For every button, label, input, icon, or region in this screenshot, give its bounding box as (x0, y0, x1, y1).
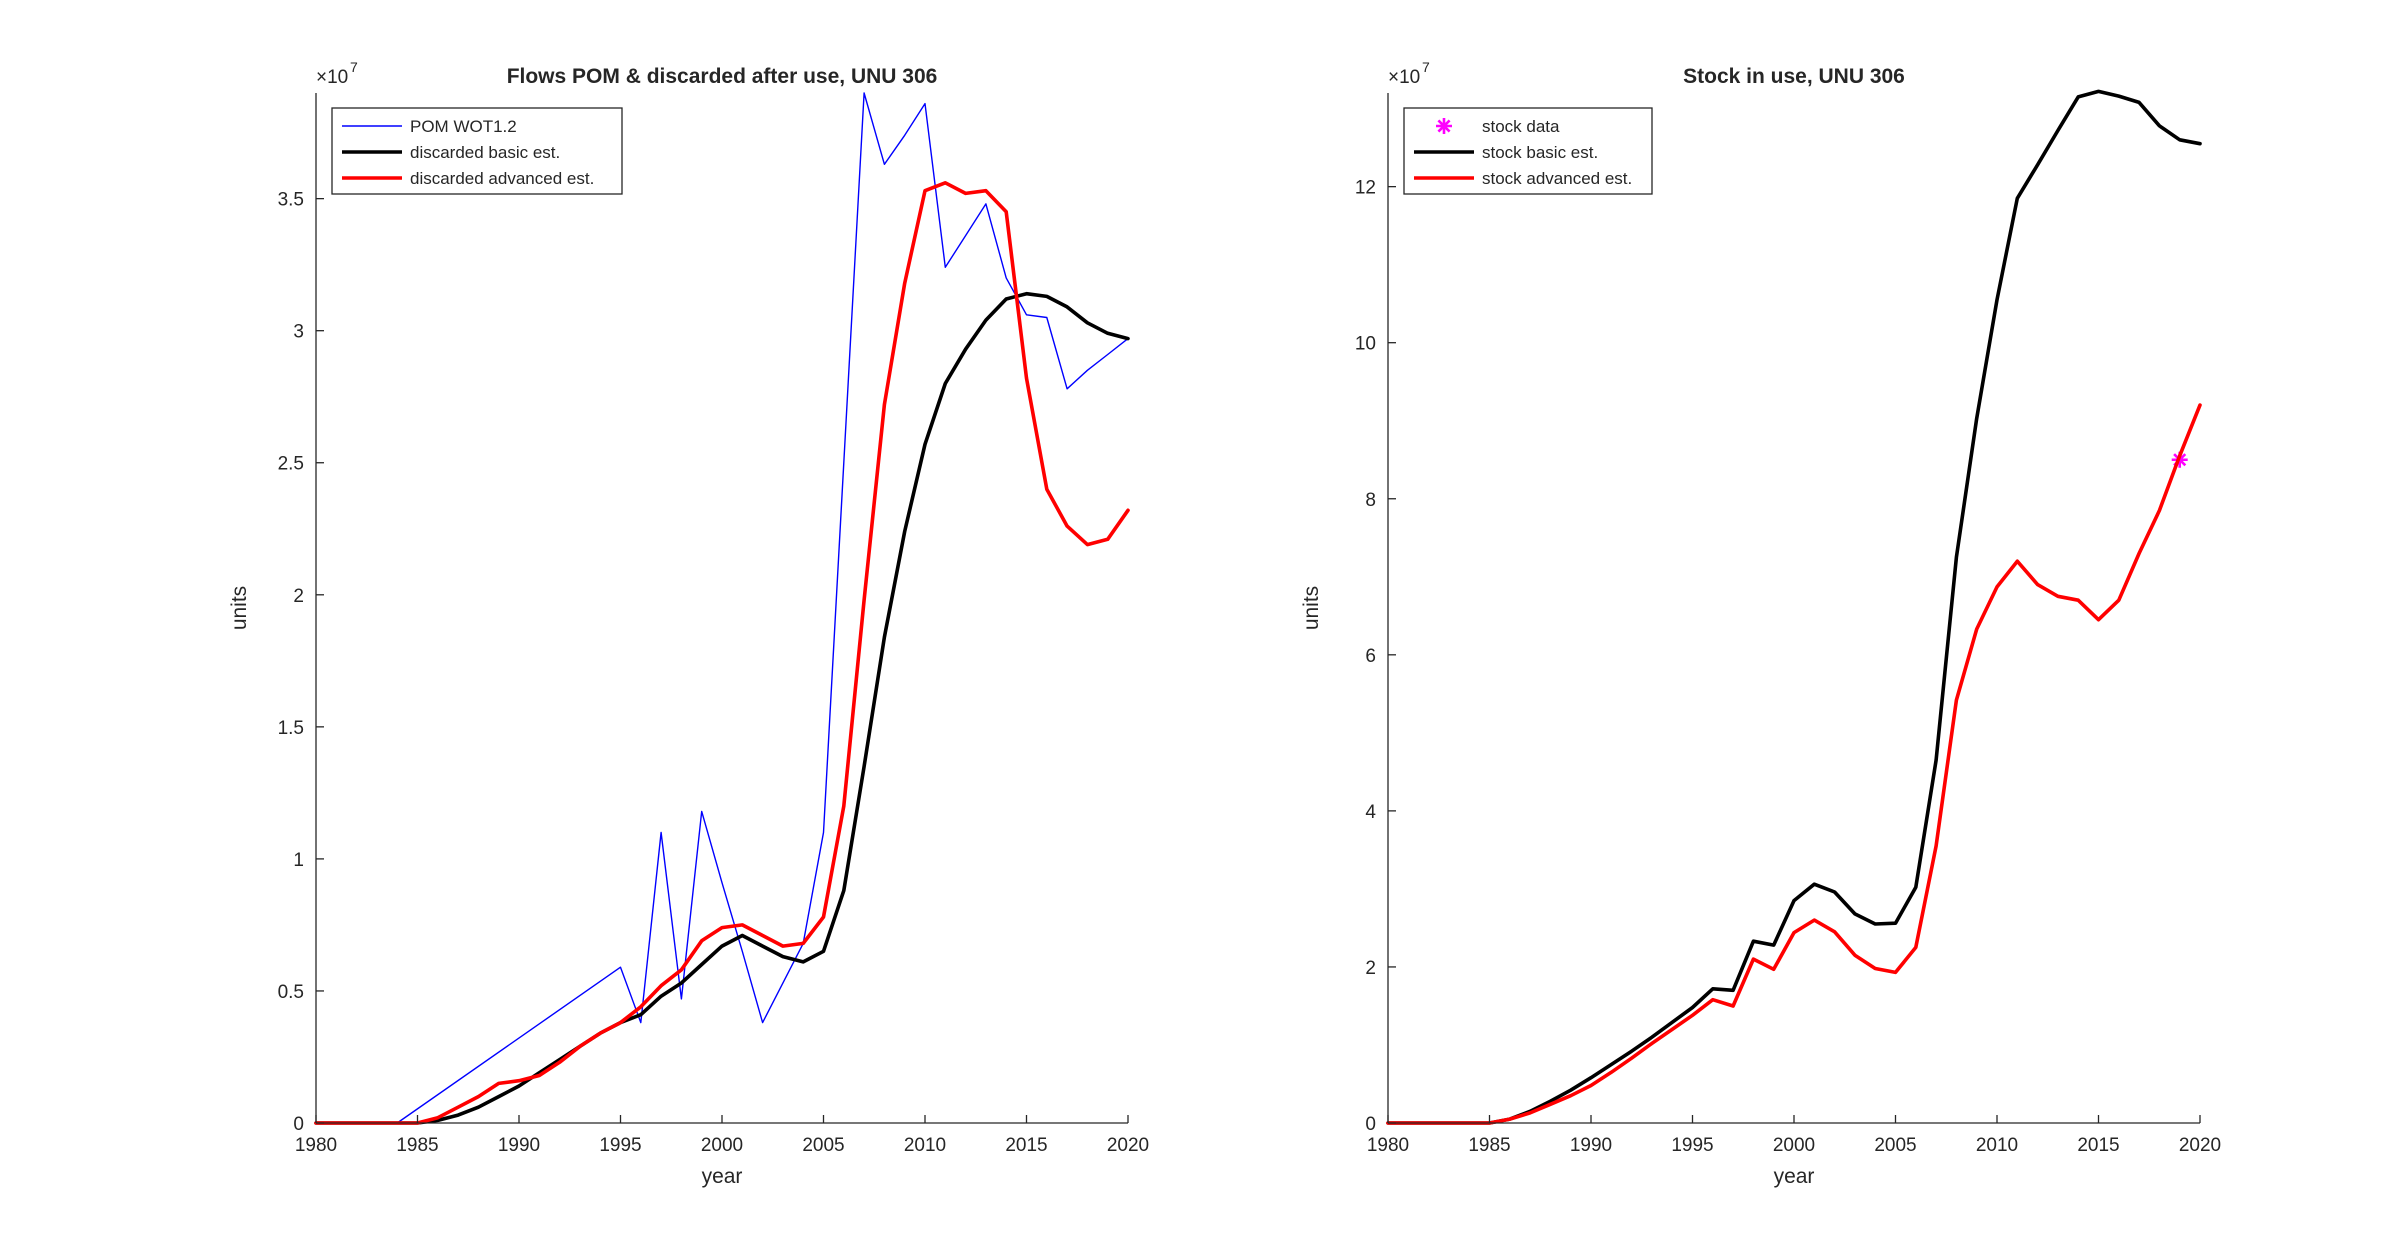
x-tick-label: 1995 (1671, 1135, 1713, 1156)
y-tick-label: 8 (1365, 490, 1376, 511)
y-tick-label: 3.5 (278, 190, 304, 211)
y-tick-label: 1 (293, 850, 304, 871)
x-tick-label: 1995 (599, 1135, 641, 1156)
x-tick-label: 2010 (1976, 1135, 2018, 1156)
chart-title: Flows POM & discarded after use, UNU 306 (507, 65, 938, 88)
y-tick-label: 0.5 (278, 982, 304, 1003)
legend-entry: discarded basic est. (410, 143, 560, 162)
y-tick-label: 10 (1355, 334, 1376, 355)
series-line-3 (314, 181, 1130, 1125)
x-tick-label: 2015 (1005, 1135, 1047, 1156)
y-tick-label: 4 (1365, 802, 1376, 823)
legend-entry: stock data (1482, 117, 1560, 136)
x-tick-label: 2010 (904, 1135, 946, 1156)
legend: POM WOT1.2 discarded basic est. discarded … (331, 107, 623, 195)
y-tick-label: 2 (1365, 958, 1376, 979)
exponent-label: ×10 (1388, 67, 1420, 88)
y-tick-label: 2 (293, 586, 304, 607)
series-line-2 (1386, 89, 2202, 1125)
x-tick-label: 1980 (1367, 1135, 1409, 1156)
exponent-power: 7 (1422, 59, 1430, 75)
y-tick-label: 0 (293, 1114, 304, 1135)
x-tick-label: 1990 (1570, 1135, 1612, 1156)
x-tick-label: 1990 (498, 1135, 540, 1156)
x-axis-label: year (702, 1165, 743, 1188)
x-tick-label: 2005 (1874, 1135, 1916, 1156)
chart-1: 1980 1985 1990 1995 2000 2005 2010 2015 2020 0 0.5… (228, 59, 1149, 1188)
plot-area (1388, 93, 2200, 1123)
x-tick-label: 1985 (1468, 1135, 1510, 1156)
y-tick-label: 0 (1365, 1114, 1376, 1135)
x-tick-label: 2000 (701, 1135, 743, 1156)
y-tick-label: 1.5 (278, 718, 304, 739)
y-tick-label: 3 (293, 322, 304, 343)
legend-entry: discarded advanced est. (410, 169, 594, 188)
x-tick-label: 1980 (295, 1135, 337, 1156)
x-tick-label: 2020 (2179, 1135, 2221, 1156)
series-line-3 (1386, 403, 2202, 1125)
legend-marker (1436, 118, 1452, 134)
x-tick-label: 2020 (1107, 1135, 1149, 1156)
exponent-label: ×10 (316, 67, 348, 88)
y-tick-label: 6 (1365, 646, 1376, 667)
x-tick-label: 1985 (396, 1135, 438, 1156)
chart-title: Stock in use, UNU 306 (1683, 65, 1905, 88)
exponent-power: 7 (350, 59, 358, 75)
legend-entry: stock basic est. (1482, 143, 1598, 162)
series-line-2 (314, 291, 1130, 1125)
legend-entry: stock advanced est. (1482, 169, 1632, 188)
y-axis-label: units (1300, 586, 1323, 630)
legend-entry: POM WOT1.2 (410, 117, 517, 136)
y-tick-label: 2.5 (278, 454, 304, 475)
plot-area (316, 93, 1128, 1123)
chart-2: 1980 1985 1990 1995 2000 2005 2010 2015 2020 0 2 4 6… (1300, 59, 2221, 1188)
x-tick-label: 2005 (802, 1135, 844, 1156)
x-axis-label: year (1774, 1165, 1815, 1188)
x-tick-label: 2000 (1773, 1135, 1815, 1156)
y-tick-label: 12 (1355, 178, 1376, 199)
legend: stock data stock basic est. stock advanced… (1403, 107, 1653, 195)
y-axis-label: units (228, 586, 251, 630)
x-tick-label: 2015 (2077, 1135, 2119, 1156)
